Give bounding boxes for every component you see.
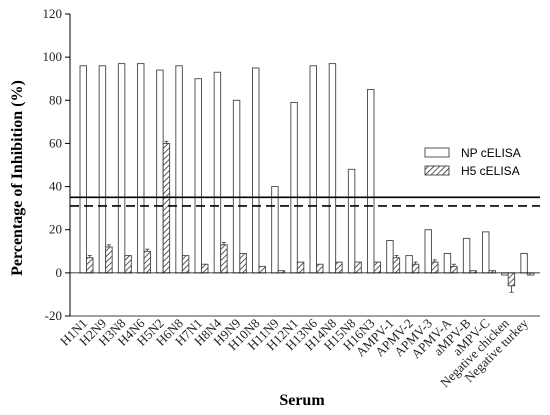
np-bar-15	[367, 89, 375, 274]
np-bar-5	[175, 65, 183, 274]
np-bar-10	[271, 186, 279, 274]
legend-swatch-0	[424, 147, 450, 158]
h5-bar-16	[392, 257, 401, 274]
np-bar-21	[482, 231, 490, 274]
y-axis-title: Percentage of Inhibition (%)	[9, 80, 26, 276]
y-axis: -20 0 20 40 60 80 100 120	[43, 6, 71, 323]
h5-bar-11	[296, 261, 305, 274]
y-tick-label: 100	[43, 49, 63, 64]
legend-label-0: NP cELISA	[461, 146, 521, 160]
h5-bar-17	[411, 263, 420, 274]
y-tick-label: 20	[49, 222, 62, 237]
h5-bar-12	[316, 263, 324, 274]
np-bar-4	[156, 69, 164, 274]
np-bar-13	[328, 63, 337, 274]
np-bar-18	[424, 229, 432, 274]
h5-bar-4	[162, 142, 171, 274]
h5-bar-3	[143, 250, 151, 274]
np-bar-6	[194, 78, 202, 274]
h5-bar-6	[201, 263, 209, 274]
h5-bar-18	[431, 261, 439, 274]
h5-bar-22	[507, 272, 516, 287]
np-bar-2	[117, 63, 126, 274]
h5-bar-14	[354, 261, 362, 274]
np-bar-16	[386, 240, 394, 274]
np-bar-8	[232, 99, 241, 274]
np-bar-1	[98, 65, 107, 274]
h5-bar-7	[220, 244, 228, 274]
h5-bar-19	[450, 265, 458, 274]
x-axis-title: Serum	[279, 392, 325, 409]
h5-bar-15	[373, 261, 381, 274]
h5-bar-2	[124, 255, 132, 274]
legend-swatch-1	[424, 165, 450, 176]
y-tick-label: 40	[49, 179, 62, 194]
np-bar-14	[347, 168, 356, 274]
np-bar-17	[405, 255, 413, 274]
h5-bar-8	[239, 252, 247, 274]
np-bar-7	[213, 71, 222, 274]
np-bar-12	[309, 65, 317, 274]
np-bar-20	[462, 237, 471, 274]
np-bar-3	[137, 63, 145, 274]
h5-bar-5	[181, 255, 190, 274]
y-tick-label: 60	[49, 135, 62, 150]
y-tick-label: 120	[43, 6, 63, 21]
h5-bar-9	[258, 265, 266, 274]
np-bar-9	[252, 67, 260, 274]
h5-bar-13	[335, 261, 343, 274]
np-bar-0	[79, 65, 87, 274]
np-bar-19	[443, 252, 452, 274]
x-axis: H1N1H2N9H3N8H4N6H5N2H6N8H7N1H8N4H9N9H10N…	[57, 272, 540, 390]
y-tick-label: 0	[56, 265, 63, 280]
np-bar-11	[290, 101, 298, 274]
y-tick-label: -20	[45, 308, 62, 323]
h5-bar-1	[105, 246, 113, 274]
h5-bar-0	[86, 257, 94, 274]
legend: NP cELISA H5 cELISA	[424, 146, 521, 178]
np-bar-23	[520, 252, 528, 274]
plot-area	[70, 63, 540, 293]
y-tick-label: 80	[49, 92, 62, 107]
legend-label-1: H5 cELISA	[461, 164, 520, 178]
